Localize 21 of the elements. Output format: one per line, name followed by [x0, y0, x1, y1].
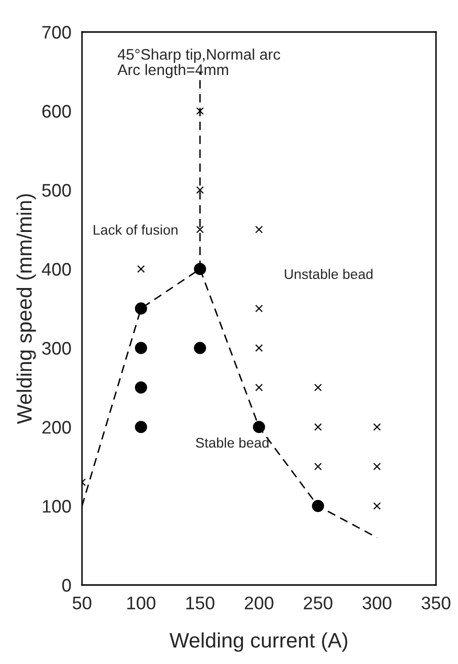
y-tick-label: 200: [42, 420, 71, 434]
x-tick-label: 350: [422, 596, 450, 610]
x-tick-label: 150: [186, 596, 214, 610]
annotation: Stable bead: [196, 438, 269, 448]
y-tick-label: 500: [42, 184, 71, 197]
y-tick-label: 700: [42, 26, 71, 39]
annotation: 45°Sharp tip,Normal arc Arc length=4mm: [117, 48, 280, 78]
y-tick-label: 300: [42, 342, 71, 355]
y-tick-label: 100: [42, 500, 71, 513]
annotation: Unstable bead: [284, 268, 372, 280]
x-tick-label: 50: [72, 596, 92, 610]
x-tick-label: 300: [362, 596, 392, 610]
y-tick-label: 0: [62, 578, 71, 592]
y-tick-label: 600: [42, 104, 71, 118]
y-tick-label: 400: [42, 262, 71, 276]
y-axis-title: Welding speed (mm/min): [16, 194, 36, 424]
annotation: Lack of fusion: [94, 224, 178, 235]
x-tick-label: 100: [127, 596, 156, 610]
x-tick-label: 200: [244, 596, 274, 610]
x-axis-title: Welding current (A): [170, 632, 348, 652]
x-tick-label: 250: [304, 596, 332, 610]
